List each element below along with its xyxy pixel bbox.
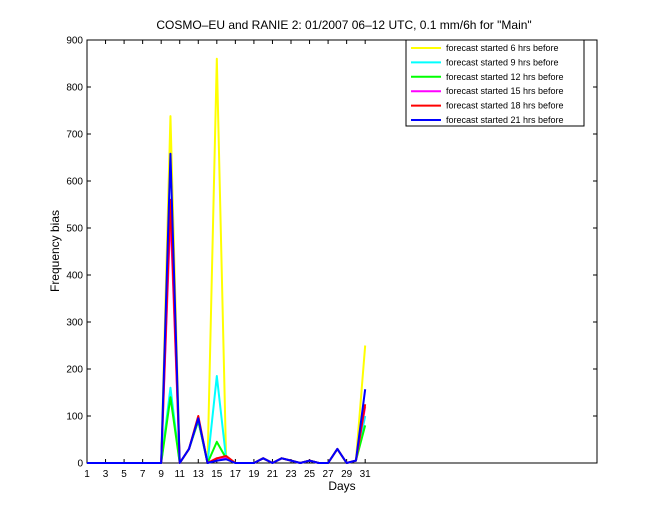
x-tick-label: 25 xyxy=(304,469,316,480)
x-tick-label: 17 xyxy=(230,469,242,480)
legend-entry: forecast started 12 hrs before xyxy=(446,72,564,82)
x-tick-label: 23 xyxy=(285,469,297,480)
legend-entry: forecast started 18 hrs before xyxy=(446,101,564,111)
x-tick-label: 27 xyxy=(323,469,335,480)
y-tick-label: 900 xyxy=(66,36,83,47)
x-tick-label: 29 xyxy=(341,469,353,480)
y-tick-label: 600 xyxy=(66,177,83,188)
x-tick-label: 9 xyxy=(158,469,164,480)
x-tick-label: 31 xyxy=(360,469,372,480)
x-tick-label: 13 xyxy=(193,469,205,480)
y-tick-label: 100 xyxy=(66,412,83,423)
y-tick-label: 800 xyxy=(66,83,83,94)
y-tick-label: 700 xyxy=(66,130,83,141)
legend: forecast started 6 hrs before forecast st… xyxy=(405,39,585,127)
x-tick-label: 5 xyxy=(121,469,127,480)
y-tick-label: 300 xyxy=(66,318,83,329)
y-tick-label: 200 xyxy=(66,365,83,376)
series-line xyxy=(87,152,367,464)
legend-entry: forecast started 9 hrs before xyxy=(446,57,559,67)
x-tick-label: 7 xyxy=(140,469,146,480)
x-tick-label: 1 xyxy=(84,469,90,480)
series-lines xyxy=(87,57,367,464)
x-axis-label: Days xyxy=(328,479,355,493)
legend-entry: forecast started 15 hrs before xyxy=(446,86,564,96)
y-axis-label: Frequency bias xyxy=(48,210,62,292)
x-tick-label: 11 xyxy=(175,469,186,480)
x-tick-label: 21 xyxy=(267,469,279,480)
x-tick-label: 19 xyxy=(248,469,260,480)
x-tick-label: 3 xyxy=(103,469,109,480)
y-tick-label: 500 xyxy=(66,224,83,235)
legend-box xyxy=(405,39,585,127)
legend-entry: forecast started 21 hrs before xyxy=(446,115,564,125)
chart-title: COSMO–EU and RANIE 2: 01/2007 06–12 UTC,… xyxy=(156,18,531,32)
y-tick-label: 400 xyxy=(66,271,83,282)
x-tick-label: 15 xyxy=(211,469,223,480)
y-axis: 0 100 200 300 400 500 600 700 800 900 xyxy=(66,36,597,470)
y-tick-label: 0 xyxy=(77,459,83,470)
legend-entry: forecast started 6 hrs before xyxy=(446,43,559,53)
